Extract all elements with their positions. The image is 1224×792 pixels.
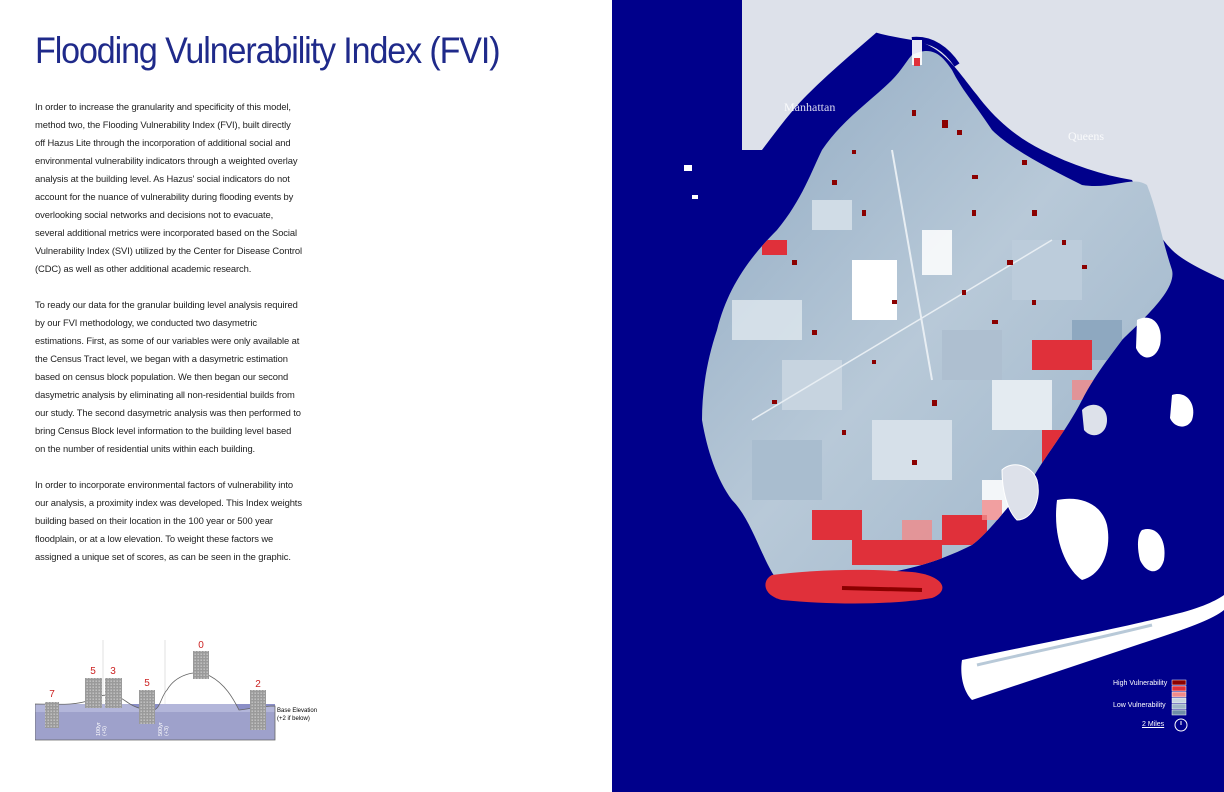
manhattan-label: Manhattan (784, 100, 835, 114)
legend-low-label: Low Vulnerability (1113, 702, 1166, 709)
score-label: 5 (90, 666, 96, 677)
manhattan-land (742, 0, 912, 150)
score-label: 3 (110, 666, 116, 677)
fvi-map: Manhattan Queens (684, 0, 1224, 700)
bay-island (1170, 394, 1194, 427)
score-label: 7 (49, 689, 55, 700)
rockaway-peninsula (961, 595, 1224, 700)
building-score-0 (193, 651, 209, 679)
map-page: Manhattan Queens (612, 0, 1224, 792)
score-label: 0 (198, 640, 204, 651)
bay-island (1137, 529, 1165, 572)
north-arrow-icon (1174, 718, 1188, 732)
text-page: Flooding Vulnerability Index (FVI) In or… (34, 30, 501, 743)
building-score-5a (85, 678, 102, 708)
building-score-2 (250, 690, 266, 730)
bay-island (1056, 498, 1109, 580)
swatch-6 (1171, 709, 1187, 716)
building-score-7 (45, 702, 59, 728)
scale-bar-label: 2 Miles (1142, 721, 1165, 728)
score-label: 2 (255, 679, 261, 690)
swatch-2 (1171, 685, 1187, 692)
paragraph-1: In order to increase the granularity and… (35, 101, 302, 274)
swatch-5 (1171, 703, 1187, 710)
base-elevation-label: Base Elevation (277, 708, 317, 714)
bay-island (1136, 317, 1161, 358)
paragraph-2: To ready our data for the granular build… (35, 299, 301, 454)
bay-island (1082, 404, 1107, 436)
body-text: In order to increase the granularity and… (35, 98, 303, 584)
swatch-4 (1171, 697, 1187, 704)
base-elevation-note: (+2 if below) (277, 716, 310, 722)
proximity-score-diagram: 7 5 3 5 0 2 100yr (+5) 500yr (+3) Base E… (34, 638, 335, 743)
swatch-3 (1171, 691, 1187, 698)
paragraph-3: In order to incorporate environmental fa… (35, 479, 302, 562)
queens-land (812, 0, 1224, 280)
building-score-5b (139, 690, 155, 724)
queens-label: Queens (1068, 129, 1104, 143)
swatch-1 (1171, 679, 1187, 686)
page-title: Flooding Vulnerability Index (FVI) (35, 30, 501, 71)
building-score-3 (105, 678, 122, 708)
floodplain-100yr-note: (+5) (102, 726, 108, 736)
floodplain-500yr-note: (+3) (164, 726, 170, 736)
map-legend: High Vulnerability Low Vulnerability 2 M… (1108, 676, 1193, 736)
legend-swatches (1171, 679, 1188, 732)
bay-island (1001, 464, 1039, 521)
floodplain-500yr-label: 500yr (158, 722, 164, 736)
floodplain-100yr-label: 100yr (96, 722, 102, 736)
legend-high-label: High Vulnerability (1113, 680, 1168, 687)
score-label: 5 (144, 678, 150, 689)
